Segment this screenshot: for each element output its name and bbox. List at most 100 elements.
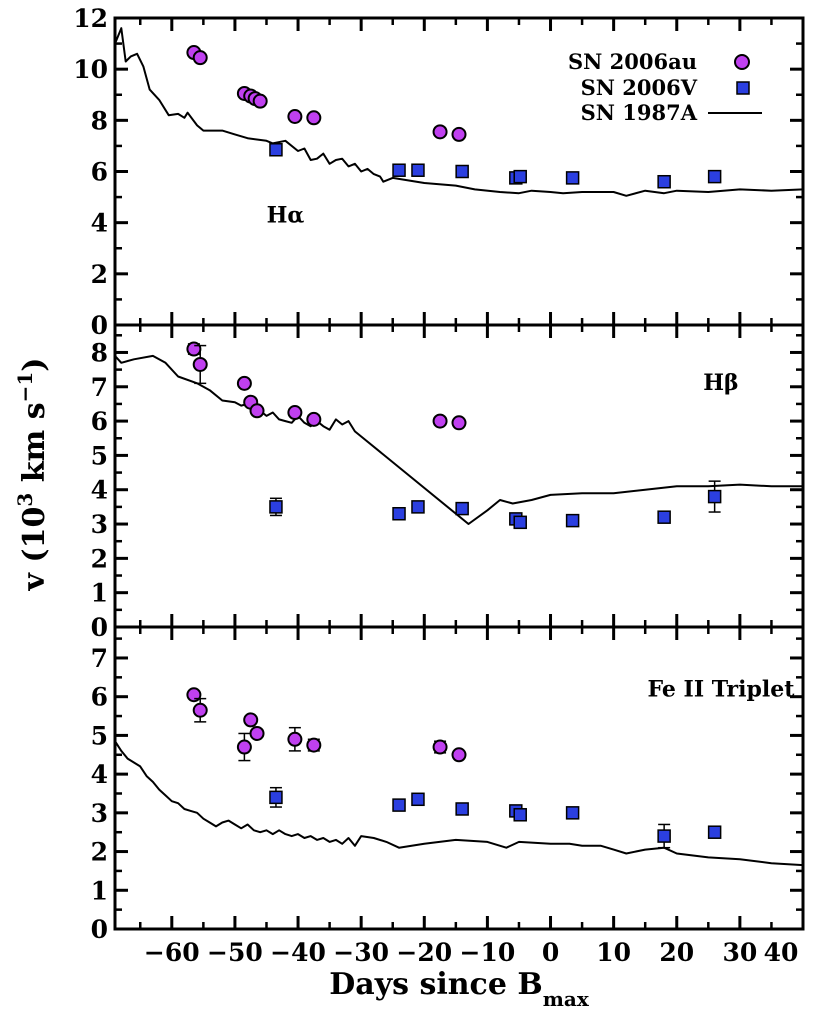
y-tick-label: 6: [91, 683, 108, 712]
sn2006au-point: [306, 411, 322, 427]
sn2006v-point: [411, 163, 425, 177]
sn2006v-point: [392, 798, 406, 812]
sn2006v-point: [269, 790, 283, 805]
panel-frame: [113, 625, 805, 931]
sn2006v-point: [565, 806, 580, 820]
legend-label: SN 2006au: [568, 49, 697, 74]
sn2006v-point: [707, 169, 722, 184]
x-axis-title-main: Days since B: [329, 967, 542, 1002]
y-tick-label: 10: [73, 55, 108, 84]
y-tick-label: 8: [91, 106, 108, 135]
x-axis-title: Days since Bmax: [329, 967, 590, 1011]
sn2006v-point: [513, 808, 527, 822]
sn2006au-point: [243, 712, 259, 728]
sn2006au-point: [192, 356, 208, 372]
legend-circle-marker: [734, 54, 750, 70]
sn2006au-point: [192, 50, 208, 66]
y-tick-label: 1: [91, 579, 108, 608]
y-tick-label: 2: [91, 544, 108, 573]
y-tick-label: 8: [91, 338, 108, 367]
panel-frame: [113, 323, 805, 629]
y-tick-label: 7: [91, 373, 108, 402]
x-tick-label: −30: [333, 938, 389, 967]
y-tick-label: 12: [73, 4, 108, 33]
x-tick-label: 30: [722, 938, 757, 967]
y-tick-label: 3: [91, 510, 108, 539]
y-tick-label: 4: [91, 476, 108, 505]
sn2006v-point: [455, 802, 469, 816]
sn2006au-point: [432, 739, 448, 755]
sn2006v-point: [657, 510, 671, 524]
y-axis-title-mid: km s: [17, 402, 52, 492]
panel-2: 0 1 2 3 4 5 6 7 8 Hβ: [91, 323, 805, 642]
sn2006au-point: [432, 124, 448, 140]
sn2006au-point: [186, 341, 202, 357]
sn2006v-point: [392, 163, 406, 177]
x-tick-label: −40: [270, 938, 326, 967]
x-tick-label: −10: [460, 938, 516, 967]
sn2006v-point: [513, 515, 527, 530]
panel-label: Hβ: [703, 370, 738, 396]
y-tick-label: 4: [91, 760, 108, 789]
y-tick-label: 4: [91, 209, 108, 238]
sn2006au-point: [252, 93, 268, 109]
sn2006au-point: [287, 108, 303, 124]
sn2006au-point: [287, 731, 303, 747]
sn2006v-point: [565, 171, 580, 185]
sn2006au-point: [236, 375, 252, 391]
y-tick-label: 5: [91, 721, 108, 750]
sn1987a-line: [114, 740, 804, 867]
sn2006au-point: [306, 737, 322, 753]
sn2006v-point: [392, 507, 406, 521]
y-tick-label: 3: [91, 799, 108, 828]
sn2006au-point: [451, 747, 467, 763]
y-tick-label: 1: [91, 876, 108, 905]
y-tick-label: 0: [91, 311, 108, 340]
sn2006au-point: [306, 110, 322, 126]
sn2006v-point: [707, 825, 722, 839]
y-tick-label: 2: [91, 838, 108, 867]
y-axis-title-sup1: 3: [13, 493, 37, 507]
y-axis-title-sup2: −1: [13, 372, 37, 403]
y-tick-label: 2: [91, 260, 108, 289]
legend-square-marker: [736, 81, 750, 95]
sn2006v-point: [269, 500, 283, 514]
panel-3: 0 1 2 3 4 5 6 7 Fe II Triplet: [91, 625, 805, 944]
legend-label: SN 2006V: [581, 75, 698, 100]
y-tick-label: 6: [91, 158, 108, 187]
sn2006au-point: [192, 702, 208, 718]
sn2006v-point: [513, 169, 527, 184]
panel-label: Fe II Triplet: [647, 677, 795, 703]
y-tick-label: 6: [91, 407, 108, 436]
sn2006au-point: [236, 739, 252, 755]
y-tick-label: 7: [91, 644, 108, 673]
sn2006v-point: [269, 143, 283, 157]
sn2006v-point: [455, 501, 469, 516]
x-tick-label: −20: [396, 938, 452, 967]
x-axis-title-subscript: max: [543, 987, 590, 1011]
x-tick-label: 0: [542, 938, 559, 967]
sn2006au-point: [451, 126, 467, 142]
x-tick-label: −60: [144, 938, 200, 967]
sn2006au-point: [249, 725, 265, 741]
legend-label: SN 1987A: [581, 100, 698, 125]
sn2006au-point: [451, 415, 467, 431]
x-tick-label: 10: [596, 938, 631, 967]
x-tick-label: 40: [764, 938, 799, 967]
x-tick-label: 20: [659, 938, 694, 967]
y-tick-label: 5: [91, 441, 108, 470]
sn2006au-point: [249, 403, 265, 419]
sn2006v-point: [657, 829, 671, 843]
sn2006v-point: [707, 489, 722, 504]
y-tick-label: 0: [91, 613, 108, 642]
sn2006v-point: [455, 164, 469, 179]
sn1987a-line: [114, 27, 804, 197]
y-axis-title-end: ): [17, 358, 52, 372]
y-axis-title: v (103 km s−1): [13, 358, 52, 592]
sn2006v-point: [657, 174, 671, 189]
sn2006v-point: [411, 500, 425, 514]
sn1987a-line: [114, 354, 803, 525]
sn2006au-point: [432, 413, 448, 429]
